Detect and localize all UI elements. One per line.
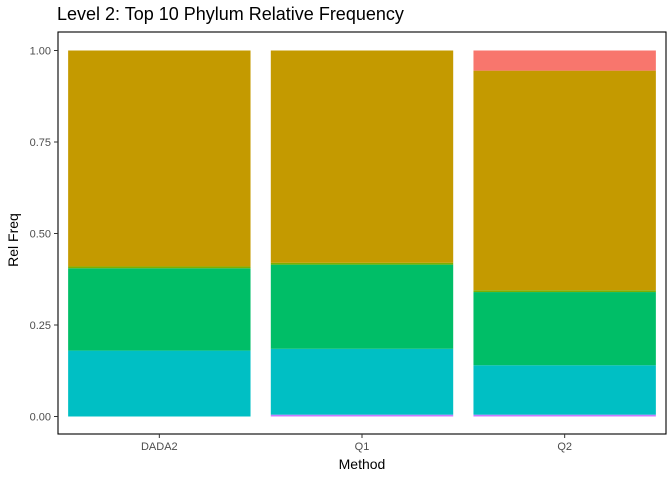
bar-segment-q1-1 (270, 348, 454, 415)
x-tick-label: Q1 (355, 441, 370, 453)
bar-segment-q1-0 (270, 414, 454, 417)
bar-segment-dada2-3 (68, 266, 251, 269)
bar-segment-q2-4 (473, 70, 656, 291)
x-axis-title: Method (339, 456, 386, 472)
y-axis: 0.00 0.25 0.50 0.75 1.00 (30, 46, 58, 424)
y-tick-label: 0.50 (30, 229, 51, 241)
bar-segment-q2-2 (473, 292, 656, 366)
bars-layer (68, 50, 656, 417)
bar-segment-q2-1 (473, 365, 656, 415)
bar-segment-q2-3 (473, 290, 656, 293)
x-tick-label: Q2 (557, 441, 572, 453)
bar-segment-q1-2 (270, 264, 454, 349)
chart-title: Level 2: Top 10 Phylum Relative Frequenc… (57, 4, 404, 24)
y-tick-label: 0.00 (30, 412, 51, 424)
x-tick-label: DADA2 (141, 441, 178, 453)
x-axis: DADA2 Q1 Q2 (141, 434, 572, 453)
bar-segment-q2-0 (473, 414, 656, 417)
bar-segment-dada2-4 (68, 50, 251, 267)
bar-segment-dada2-1 (68, 350, 251, 417)
bar-segment-dada2-2 (68, 268, 251, 351)
bar-segment-q1-3 (270, 262, 454, 265)
bar-segment-q1-4 (270, 50, 454, 263)
y-tick-label: 1.00 (30, 46, 51, 58)
y-axis-title: Rel Freq (5, 213, 21, 267)
bar-segment-q2-5 (473, 50, 656, 71)
y-tick-label: 0.25 (30, 320, 51, 332)
y-tick-label: 0.75 (30, 137, 51, 149)
